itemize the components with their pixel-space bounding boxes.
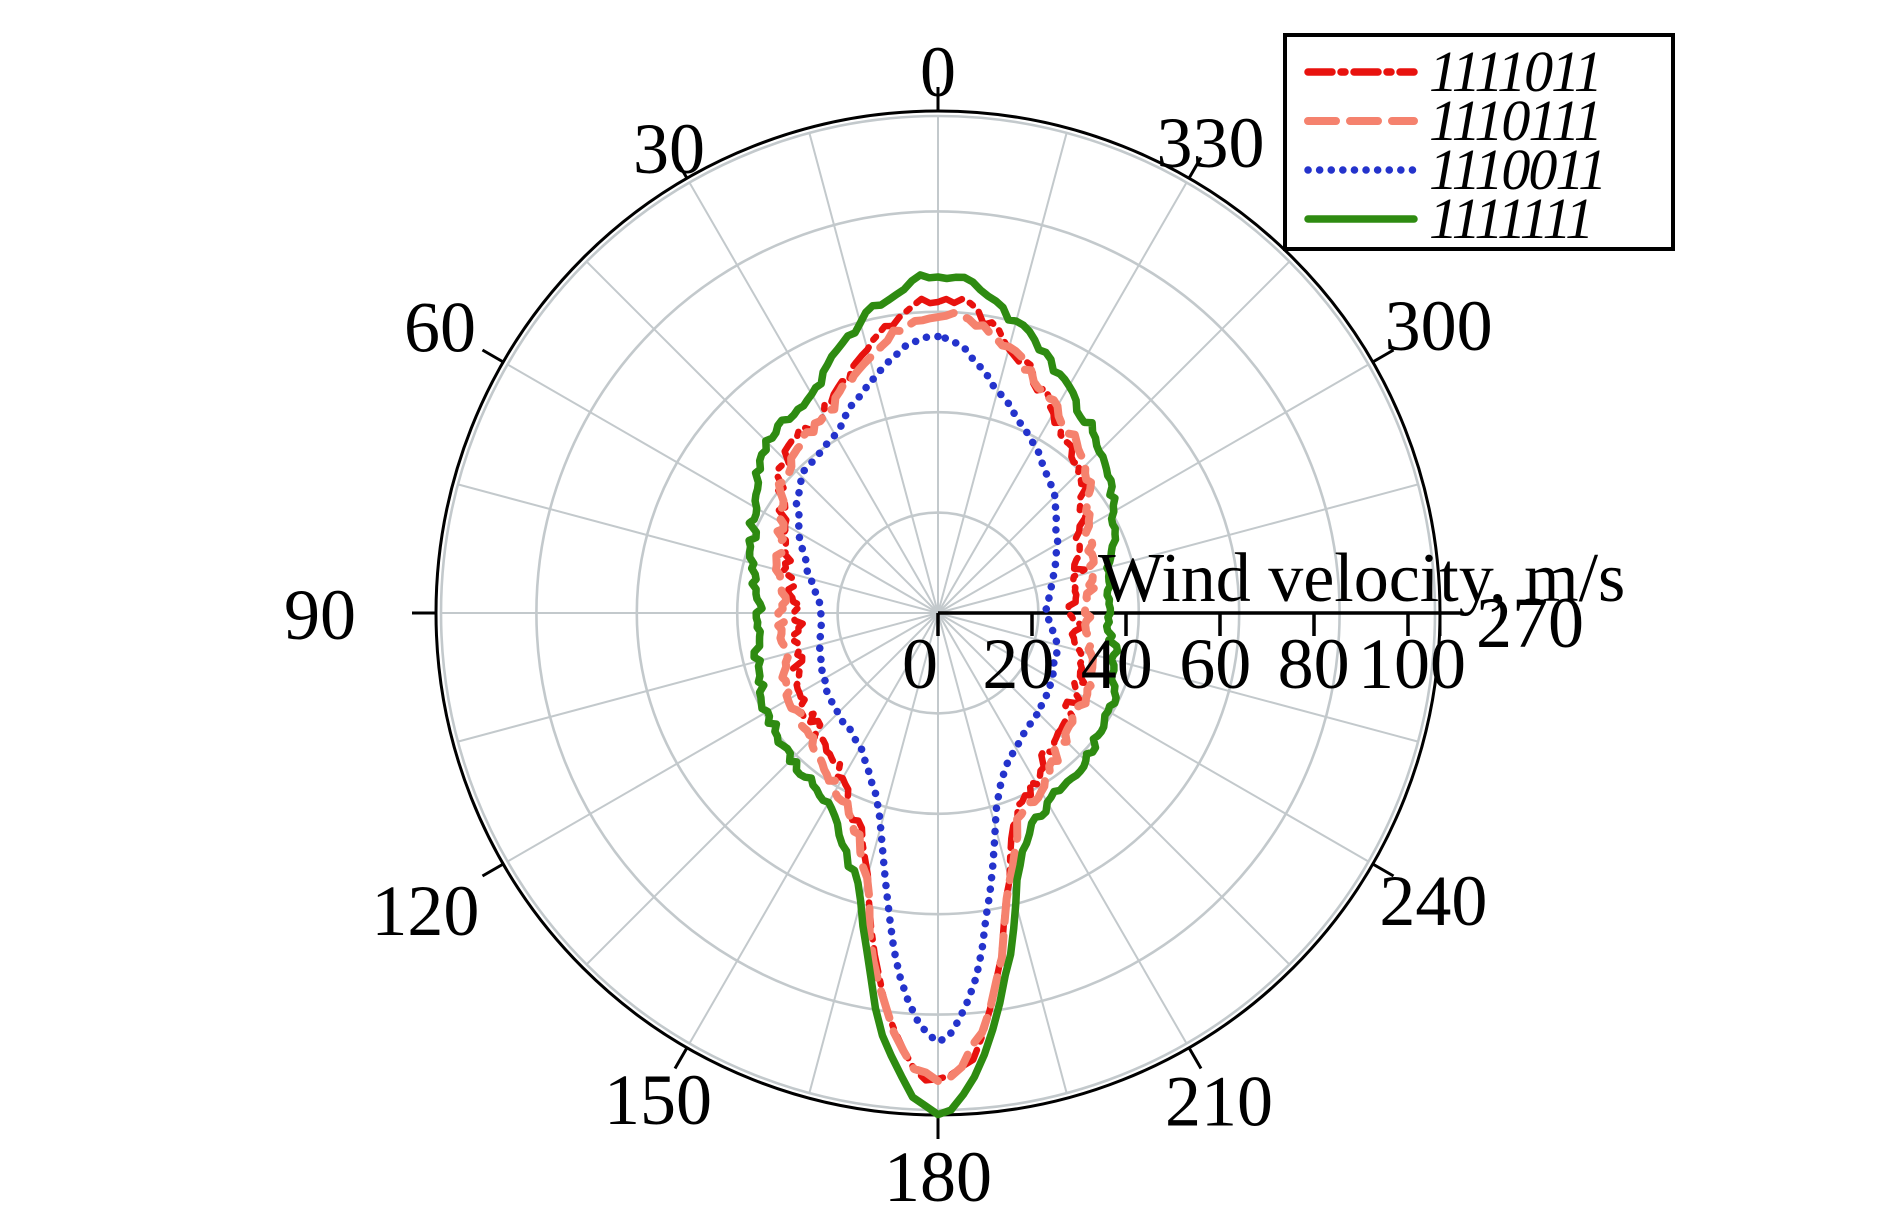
grid-spoke <box>937 182 1188 614</box>
solid-line-icon <box>1304 214 1418 223</box>
angle-tick <box>481 862 505 878</box>
legend-item: 1110111 <box>1303 87 1671 153</box>
grid-spoke <box>507 612 939 863</box>
radial-tick-label-0: 0 <box>902 624 938 704</box>
angle-tick <box>1371 862 1395 878</box>
grid-spoke <box>688 612 939 1044</box>
dashed-line-icon <box>1304 116 1418 125</box>
radial-tick-label-60: 60 <box>1179 624 1251 704</box>
angle-tick <box>673 156 689 180</box>
angle-label-300: 300 <box>1385 286 1493 366</box>
grid-spoke <box>808 612 939 1094</box>
angle-label-180: 180 <box>884 1137 992 1217</box>
legend-item: 1111011 <box>1303 38 1671 104</box>
series-curve-1110111 <box>772 309 1098 1086</box>
grid-spoke <box>937 612 1291 966</box>
angle-label-240: 240 <box>1379 861 1487 941</box>
grid-spoke <box>937 132 1068 614</box>
grid-spoke <box>937 483 1419 614</box>
series-curve-1110011 <box>792 332 1062 1046</box>
axis-title: Wind velocity, m/s <box>1098 540 1625 617</box>
legend: 1111011 1110111 1110011 1111111 <box>1283 33 1675 251</box>
grid-spoke <box>937 260 1291 614</box>
angle-tick <box>673 1046 689 1070</box>
angle-label-330: 330 <box>1157 103 1265 183</box>
angle-tick <box>1371 348 1395 364</box>
angle-label-150: 150 <box>604 1060 712 1140</box>
grid-spoke <box>937 612 1188 1044</box>
angle-label-30: 30 <box>633 109 705 189</box>
grid-spoke <box>808 132 939 614</box>
grid-spoke <box>457 612 939 743</box>
grid-spoke <box>937 612 1068 1094</box>
angle-tick <box>1187 1046 1203 1070</box>
grid-spoke <box>457 483 939 614</box>
angle-label-270: 270 <box>1476 583 1584 663</box>
angle-label-0: 0 <box>920 32 956 112</box>
angle-label-90: 90 <box>284 575 356 655</box>
grid-spoke <box>585 612 939 966</box>
dash-dot-line-icon <box>1304 67 1418 76</box>
radial-tick-label-40: 40 <box>1081 624 1153 704</box>
grid-spoke <box>937 363 1369 614</box>
angle-label-120: 120 <box>371 871 479 951</box>
legend-item-label: 1110111 <box>1429 87 1603 153</box>
grid-spoke <box>585 260 939 614</box>
legend-item-label: 1111011 <box>1429 38 1603 104</box>
grid-spoke <box>937 612 1369 863</box>
angle-tick <box>481 348 505 364</box>
angle-tick <box>1187 156 1203 180</box>
dotted-line-icon <box>1304 165 1418 174</box>
radial-tick-label-20: 20 <box>982 624 1054 704</box>
legend-item: 1111111 <box>1303 185 1671 251</box>
grid-spoke <box>937 612 1419 743</box>
angle-label-60: 60 <box>404 288 476 368</box>
radial-tick-label-100: 100 <box>1358 624 1466 704</box>
legend-item-label: 1111111 <box>1429 185 1594 251</box>
legend-item: 1110011 <box>1303 136 1671 202</box>
series-curve-1111111 <box>745 271 1122 1119</box>
legend-item-label: 1110011 <box>1429 136 1607 202</box>
radial-tick-label-80: 80 <box>1278 624 1350 704</box>
grid-spoke <box>507 363 939 614</box>
angle-label-210: 210 <box>1165 1062 1273 1142</box>
